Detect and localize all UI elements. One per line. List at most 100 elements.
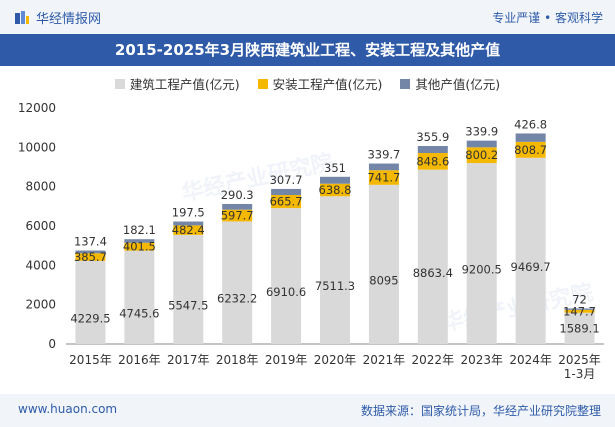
bar-segment-installation [222, 209, 253, 222]
y-tick-label: 6000 [25, 219, 56, 233]
data-label-installation: 808.7 [514, 143, 547, 157]
data-label-construction: 5547.5 [168, 298, 208, 312]
data-label-other: 339.9 [465, 125, 498, 139]
x-tick-label: 2021年 [363, 353, 406, 367]
bar-segment-other [417, 145, 448, 153]
footer-source: 数据来源：国家统计局，华经产业研究院整理 [360, 404, 601, 418]
data-label-installation: 638.8 [319, 183, 352, 197]
bar-segment-other [320, 176, 350, 184]
bar-segment-construction [466, 163, 497, 344]
data-label-construction: 4229.5 [70, 311, 110, 325]
data-label-installation: 800.2 [465, 148, 498, 162]
x-tick-label: 2019年 [265, 353, 308, 367]
bar-segment-construction [320, 196, 350, 344]
data-label-construction: 8095 [369, 273, 398, 287]
legend-label-construction: 建筑工程产值(亿元) [129, 77, 240, 92]
x-tick-label: 2024年 [509, 353, 552, 367]
data-label-installation: 741.7 [367, 171, 400, 185]
bar-segment-installation [368, 170, 399, 185]
bar-segment-construction [222, 221, 253, 344]
legend-item-installation: 安装工程产值(亿元) [257, 74, 383, 93]
data-label-other: 355.9 [416, 130, 449, 144]
data-label-other: 307.7 [270, 173, 303, 187]
legend-item-construction: 建筑工程产值(亿元) [114, 74, 240, 93]
y-tick-label: 8000 [25, 180, 56, 194]
bar-segment-installation [173, 225, 204, 235]
bar-segment-installation [75, 253, 106, 261]
data-label-construction: 7511.3 [315, 279, 355, 293]
bar-segment-other [271, 188, 302, 195]
bar-segment-construction [417, 169, 448, 344]
bar-segment-construction [75, 260, 106, 344]
top-bar: 华经情报网 专业严谨 • 客观科学 [0, 0, 615, 34]
data-label-other: 182.1 [123, 223, 156, 237]
bar-segment-other [222, 203, 253, 210]
data-label-installation: 385.7 [74, 250, 107, 264]
bar-segment-other [515, 133, 546, 142]
x-tick-label: 2020年 [314, 353, 357, 367]
bar-segment-construction [173, 234, 204, 344]
footer: www.huaon.com 数据来源：国家统计局，华经产业研究院整理 [0, 394, 615, 427]
data-label-other: 137.4 [74, 235, 107, 249]
y-tick-label: 10000 [18, 140, 56, 154]
bar-segment-other [124, 239, 155, 243]
bar-segment-other [75, 250, 106, 254]
data-label-construction: 4745.6 [119, 306, 159, 320]
x-tick-label: 2023年 [460, 353, 503, 367]
chart-title: 2015-2025年3月陕西建筑业工程、安装工程及其他产值 [0, 34, 615, 66]
legend-swatch-construction [114, 78, 125, 89]
y-tick-label: 2000 [25, 298, 56, 312]
bar-segment-installation [320, 183, 350, 197]
data-label-installation: 401.5 [123, 240, 156, 254]
x-tick-label: 1-3月 [564, 367, 596, 381]
bar-segment-construction [271, 208, 302, 344]
bar-segment-installation [417, 152, 448, 170]
x-tick-label: 2017年 [167, 353, 210, 367]
bar-segment-construction [564, 312, 595, 344]
bar-segment-construction [515, 157, 546, 344]
x-tick-label: 2016年 [118, 353, 161, 367]
bar-segment-installation [124, 242, 155, 251]
data-label-other: 426.8 [514, 117, 547, 131]
bar-segment-other [368, 163, 399, 171]
bar-segment-installation [466, 147, 497, 164]
bar-segment-other [466, 140, 497, 148]
data-label-other: 72 [572, 292, 587, 306]
x-tick-label: 2025年 [558, 353, 601, 367]
data-label-installation: 597.7 [221, 209, 254, 223]
bar-segment-construction [124, 250, 155, 344]
data-label-installation: 482.4 [172, 223, 205, 237]
data-label-construction: 8863.4 [413, 266, 453, 280]
data-label-other: 351 [324, 161, 346, 175]
x-tick-label: 2022年 [412, 353, 455, 367]
legend-swatch-installation [257, 78, 268, 89]
brand-name: 华经情报网 [36, 12, 102, 27]
tagline: 专业严谨 • 客观科学 [492, 11, 603, 25]
bar-segment-installation [515, 141, 546, 158]
y-tick-label: 12000 [18, 101, 56, 115]
stacked-bar-chart: 0 2000 4000 6000 8000 10000 12000 4229.5 385.713… [18, 101, 604, 381]
bar-segment-construction [368, 184, 399, 344]
x-tick-label: 2015年 [69, 353, 112, 367]
x-tick-label: 2018年 [216, 353, 259, 367]
data-label-installation: 147.7 [563, 304, 596, 318]
legend-swatch-other [400, 78, 411, 89]
y-tick-label: 4000 [25, 258, 56, 272]
footer-url[interactable]: www.huaon.com [18, 402, 118, 416]
data-label-other: 197.5 [172, 206, 205, 220]
brand-logo-icon [15, 10, 29, 24]
bar-segment-installation [564, 309, 595, 313]
legend-label-installation: 安装工程产值(亿元) [272, 77, 383, 92]
bar-segment-installation [271, 194, 302, 209]
data-label-other: 339.7 [367, 148, 400, 162]
data-label-installation: 665.7 [270, 195, 303, 209]
chart-legend: 建筑工程产值(亿元) 安装工程产值(亿元) 其他产值(亿元) [0, 74, 615, 93]
y-tick-label: 0 [48, 337, 56, 351]
brand: 华经情报网 [14, 8, 101, 27]
bar-segment-other [173, 221, 204, 226]
data-label-construction: 6910.6 [266, 285, 306, 299]
data-label-other: 290.3 [221, 188, 254, 202]
legend-label-other: 其他产值(亿元) [415, 77, 501, 92]
data-label-installation: 848.6 [416, 154, 449, 168]
data-label-construction: 9200.5 [462, 263, 502, 277]
